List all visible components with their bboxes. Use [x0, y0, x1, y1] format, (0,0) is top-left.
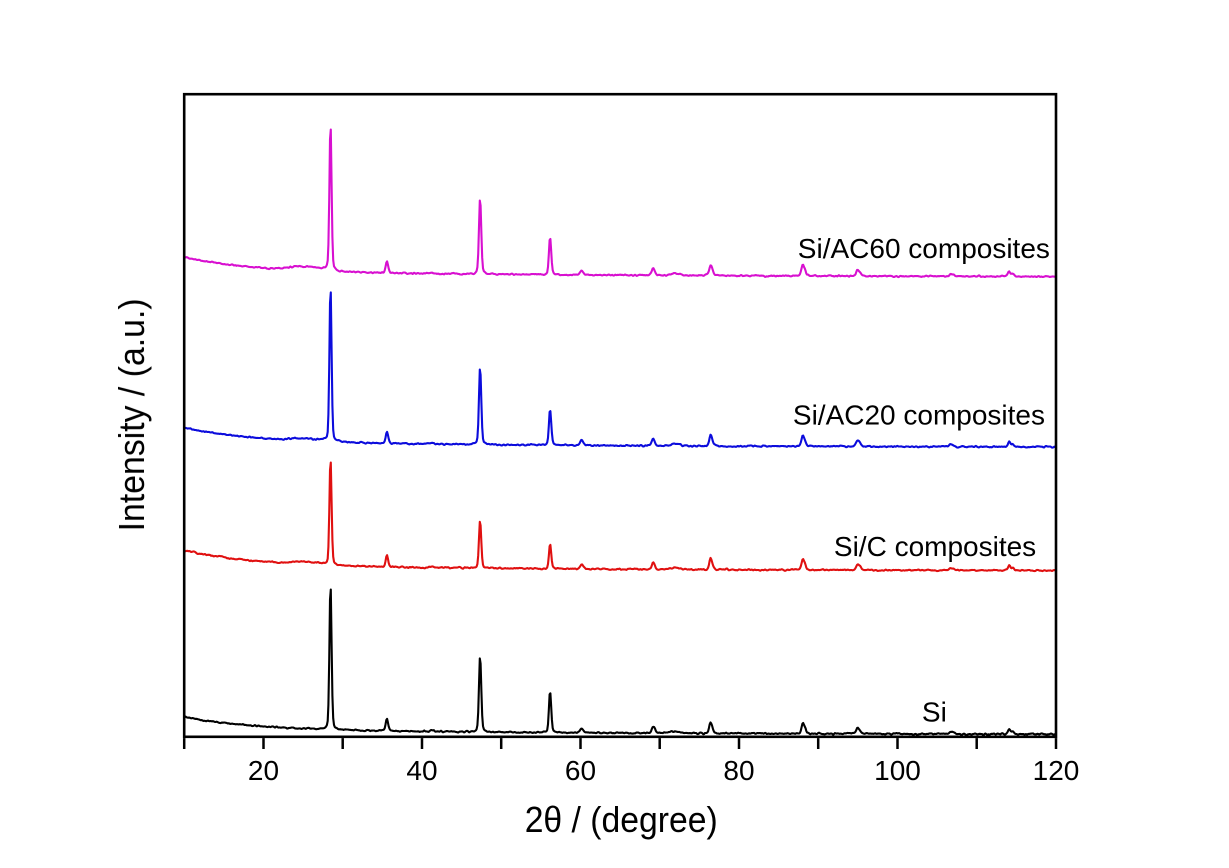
svg-text:Si/C composites: Si/C composites — [834, 531, 1036, 562]
svg-text:120: 120 — [1033, 755, 1080, 786]
svg-text:60: 60 — [565, 755, 596, 786]
svg-text:100: 100 — [874, 755, 921, 786]
svg-text:Si/AC20 composites: Si/AC20 composites — [793, 400, 1045, 431]
svg-text:Intensity / (a.u.): Intensity / (a.u.) — [111, 298, 152, 531]
svg-text:20: 20 — [248, 755, 279, 786]
svg-text:2θ / (degree): 2θ / (degree) — [525, 799, 718, 840]
svg-text:40: 40 — [406, 755, 437, 786]
svg-text:Si/AC60 composites: Si/AC60 composites — [798, 233, 1050, 264]
svg-text:80: 80 — [723, 755, 754, 786]
svg-text:Si: Si — [922, 696, 947, 727]
